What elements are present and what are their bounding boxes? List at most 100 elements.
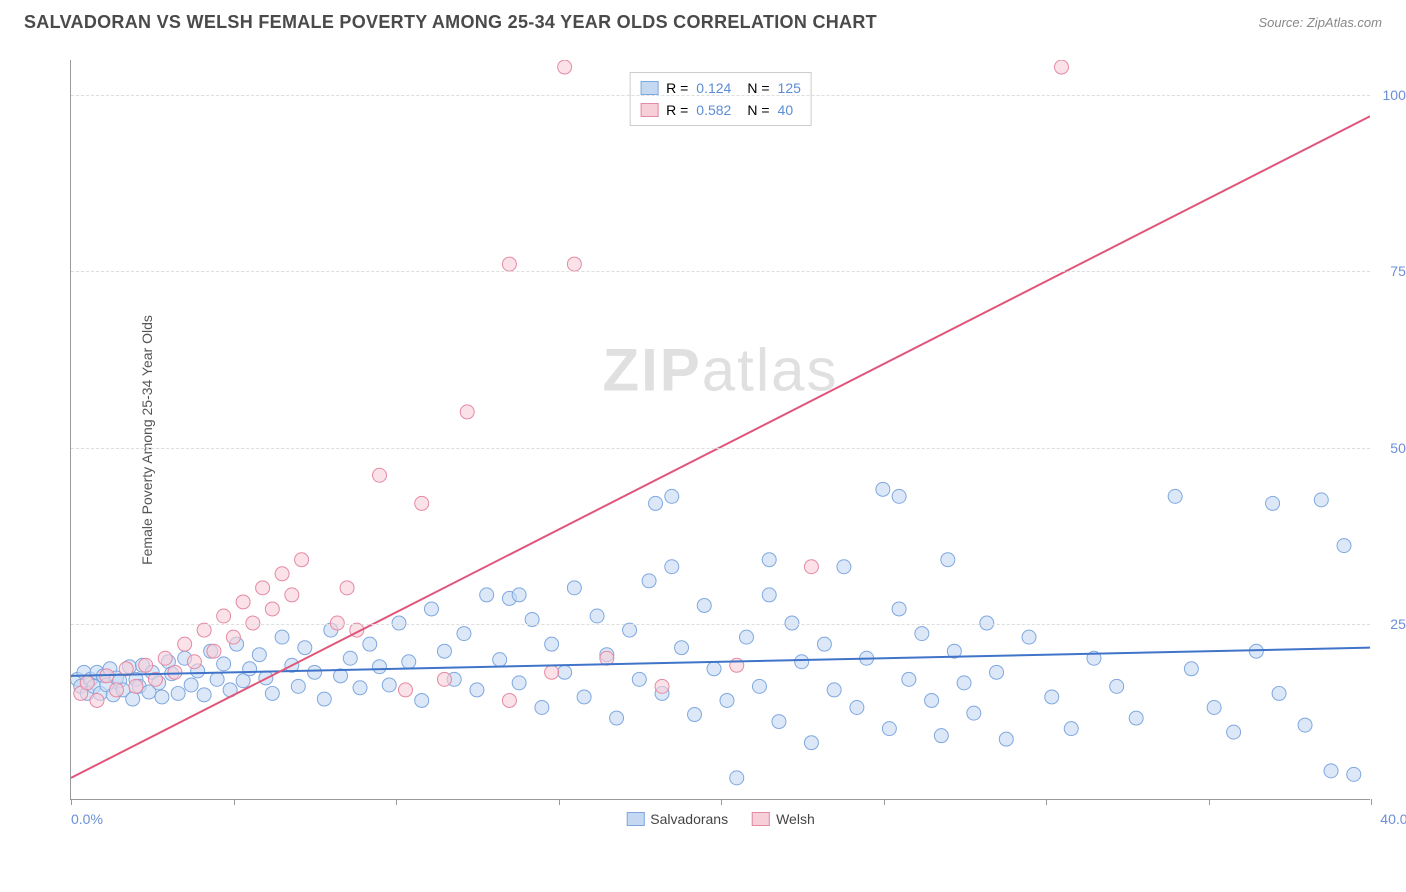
data-point bbox=[795, 655, 809, 669]
chart-area: Female Poverty Among 25-34 Year Olds ZIP… bbox=[60, 50, 1380, 830]
data-point bbox=[243, 662, 257, 676]
data-point bbox=[902, 672, 916, 686]
data-point bbox=[80, 676, 94, 690]
data-point bbox=[109, 683, 123, 697]
data-point bbox=[730, 771, 744, 785]
data-point bbox=[827, 683, 841, 697]
data-point bbox=[340, 581, 354, 595]
x-tick bbox=[396, 799, 397, 805]
y-tick-label: 100.0% bbox=[1383, 87, 1406, 103]
data-point bbox=[129, 679, 143, 693]
gridline bbox=[71, 95, 1370, 96]
data-point bbox=[882, 722, 896, 736]
data-point bbox=[158, 651, 172, 665]
data-point bbox=[437, 672, 451, 686]
legend-item: Welsh bbox=[752, 811, 815, 827]
data-point bbox=[415, 496, 429, 510]
series-legend: Salvadorans Welsh bbox=[626, 811, 814, 827]
data-point bbox=[252, 648, 266, 662]
data-point bbox=[480, 588, 494, 602]
x-tick bbox=[1371, 799, 1372, 805]
data-point bbox=[512, 676, 526, 690]
data-point bbox=[236, 595, 250, 609]
x-tick bbox=[71, 799, 72, 805]
x-tick-label-min: 0.0% bbox=[71, 811, 103, 827]
data-point bbox=[1207, 701, 1221, 715]
gridline bbox=[71, 448, 1370, 449]
source-prefix: Source: bbox=[1258, 15, 1306, 30]
data-point bbox=[373, 660, 387, 674]
data-point bbox=[470, 683, 484, 697]
data-point bbox=[265, 686, 279, 700]
data-point bbox=[1272, 686, 1286, 700]
data-point bbox=[1298, 718, 1312, 732]
data-point bbox=[1129, 711, 1143, 725]
data-point bbox=[739, 630, 753, 644]
legend-swatch bbox=[752, 812, 770, 826]
data-point bbox=[197, 688, 211, 702]
data-point bbox=[577, 690, 591, 704]
data-point bbox=[1337, 539, 1351, 553]
data-point bbox=[207, 644, 221, 658]
data-point bbox=[437, 644, 451, 658]
data-point bbox=[424, 602, 438, 616]
data-point bbox=[925, 693, 939, 707]
data-point bbox=[493, 653, 507, 667]
data-point bbox=[535, 701, 549, 715]
data-point bbox=[915, 627, 929, 641]
y-tick-label: 75.0% bbox=[1390, 263, 1406, 279]
header: SALVADORAN VS WELSH FEMALE POVERTY AMONG… bbox=[0, 0, 1406, 41]
data-point bbox=[804, 736, 818, 750]
data-point bbox=[210, 672, 224, 686]
data-point bbox=[1168, 489, 1182, 503]
data-point bbox=[398, 683, 412, 697]
data-point bbox=[817, 637, 831, 651]
data-point bbox=[850, 701, 864, 715]
data-point bbox=[545, 637, 559, 651]
data-point bbox=[256, 581, 270, 595]
x-tick-label-max: 40.0% bbox=[1380, 811, 1406, 827]
data-point bbox=[752, 679, 766, 693]
r-label: R = bbox=[666, 99, 688, 121]
data-point bbox=[415, 693, 429, 707]
data-point bbox=[876, 482, 890, 496]
x-tick bbox=[234, 799, 235, 805]
x-tick bbox=[1046, 799, 1047, 805]
x-tick bbox=[559, 799, 560, 805]
data-point bbox=[265, 602, 279, 616]
data-point bbox=[187, 655, 201, 669]
data-point bbox=[892, 489, 906, 503]
data-point bbox=[892, 602, 906, 616]
chart-title: SALVADORAN VS WELSH FEMALE POVERTY AMONG… bbox=[24, 12, 877, 33]
data-point bbox=[762, 553, 776, 567]
data-point bbox=[837, 560, 851, 574]
data-point bbox=[291, 679, 305, 693]
source-attribution: Source: ZipAtlas.com bbox=[1258, 15, 1382, 30]
data-point bbox=[665, 560, 679, 574]
correlation-legend: R =0.124N =125R =0.582N =40 bbox=[629, 72, 812, 126]
legend-swatch bbox=[640, 81, 658, 95]
data-point bbox=[275, 567, 289, 581]
legend-label: Welsh bbox=[776, 811, 815, 827]
data-point bbox=[934, 729, 948, 743]
scatter-svg bbox=[71, 60, 1370, 799]
data-point bbox=[308, 665, 322, 679]
data-point bbox=[545, 665, 559, 679]
legend-item: Salvadorans bbox=[626, 811, 728, 827]
data-point bbox=[298, 641, 312, 655]
data-point bbox=[1022, 630, 1036, 644]
source-name: ZipAtlas.com bbox=[1307, 15, 1382, 30]
data-point bbox=[155, 690, 169, 704]
data-point bbox=[1064, 722, 1078, 736]
data-point bbox=[295, 553, 309, 567]
data-point bbox=[1110, 679, 1124, 693]
data-point bbox=[353, 681, 367, 695]
data-point bbox=[168, 665, 182, 679]
data-point bbox=[460, 405, 474, 419]
data-point bbox=[363, 637, 377, 651]
data-point bbox=[675, 641, 689, 655]
data-point bbox=[90, 693, 104, 707]
data-point bbox=[804, 560, 818, 574]
x-tick bbox=[721, 799, 722, 805]
data-point bbox=[990, 665, 1004, 679]
